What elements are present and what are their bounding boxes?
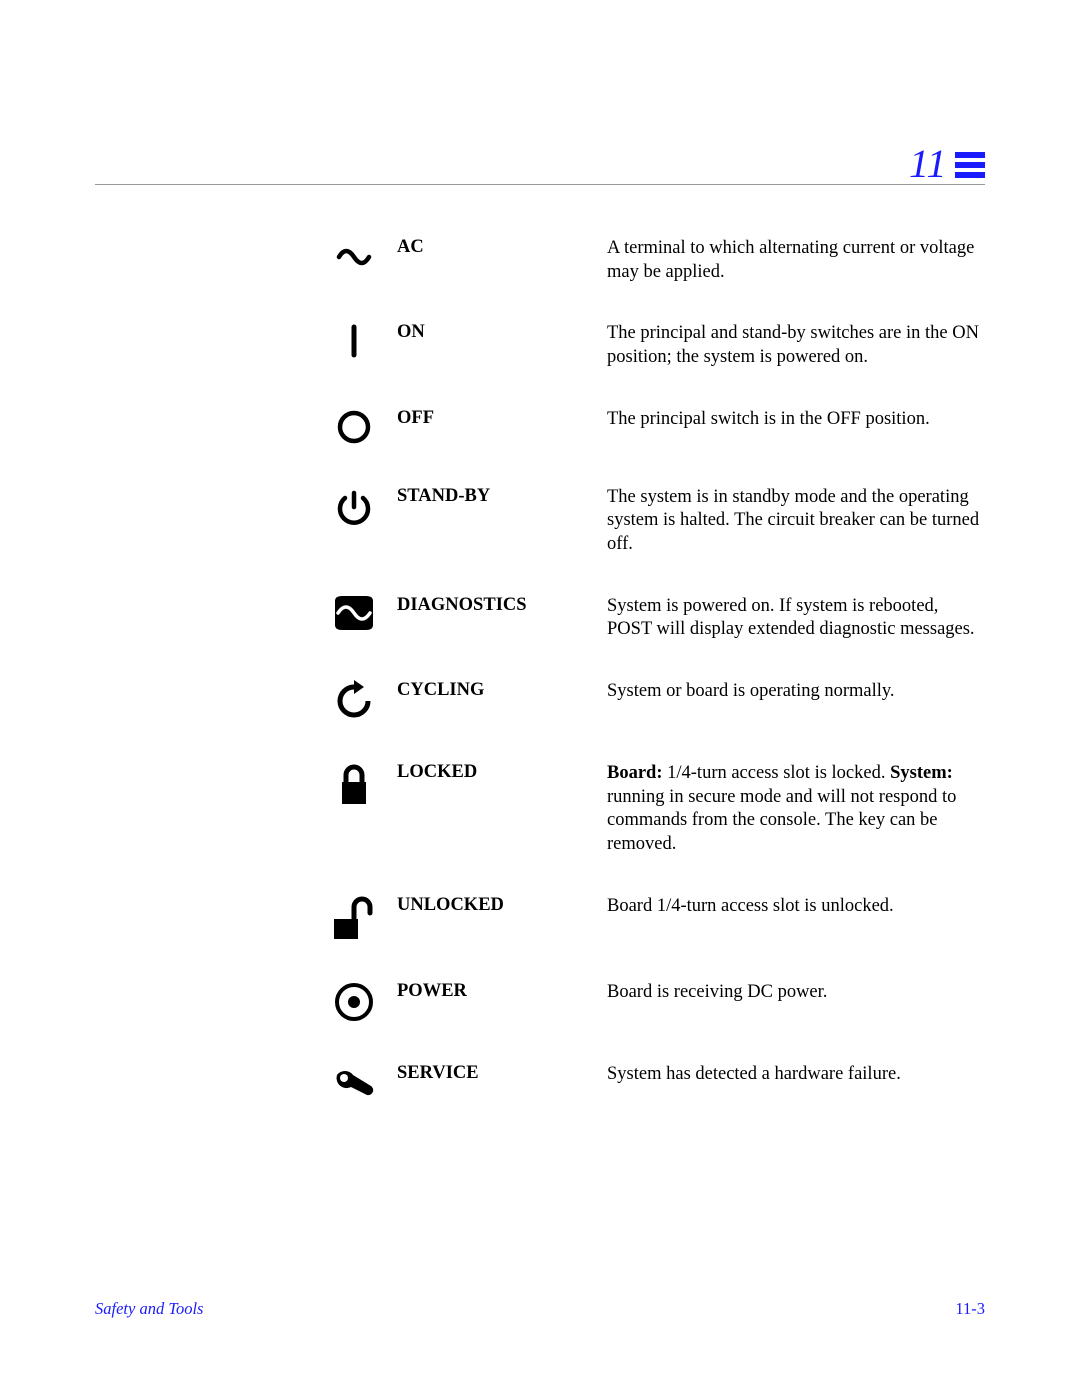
symbol-label: STAND-BY [391,484,607,507]
symbol-description: A terminal to which alternating current … [607,235,985,284]
locked-icon [317,760,391,808]
symbol-row: STAND-BYThe system is in standby mode an… [317,484,985,557]
header-rule [95,184,985,185]
page-footer: Safety and Tools 11-3 [95,1299,985,1319]
symbol-table: ACA terminal to which alternating curren… [317,235,985,1101]
symbol-label: OFF [391,406,607,429]
symbol-row: CYCLINGSystem or board is operating norm… [317,678,985,724]
symbol-description: Board 1/4-turn access slot is unlocked. [607,893,985,919]
symbol-description: System is powered on. If system is reboo… [607,593,985,642]
symbol-label: CYCLING [391,678,607,701]
symbol-description: System or board is operating normally. [607,678,985,704]
symbol-row: ACA terminal to which alternating curren… [317,235,985,284]
symbol-label: AC [391,235,607,258]
symbol-label: ON [391,320,607,343]
symbol-label: UNLOCKED [391,893,607,916]
symbol-row: ONThe principal and stand-by switches ar… [317,320,985,369]
symbol-row: SERVICESystem has detected a hardware fa… [317,1061,985,1101]
diagnostics-icon [317,593,391,633]
power-icon [317,979,391,1025]
unlocked-icon [317,893,391,943]
footer-section-title: Safety and Tools [95,1299,203,1319]
page: 11 ACA terminal to which alternating cur… [0,0,1080,1397]
footer-page-number: 11-3 [955,1299,985,1319]
page-header: 11 [95,150,985,195]
symbol-label: SERVICE [391,1061,607,1084]
symbol-description: The principal and stand-by switches are … [607,320,985,369]
standby-icon [317,484,391,530]
symbol-label: DIAGNOSTICS [391,593,607,616]
symbol-description: System has detected a hardware failure. [607,1061,985,1087]
service-icon [317,1061,391,1101]
chapter-number: 11 [909,140,947,187]
symbol-description: Board: 1/4-turn access slot is locked. S… [607,760,985,857]
symbol-row: DIAGNOSTICSSystem is powered on. If syst… [317,593,985,642]
symbol-label: LOCKED [391,760,607,783]
symbol-row: POWERBoard is receiving DC power. [317,979,985,1025]
symbol-description: Board is receiving DC power. [607,979,985,1005]
symbol-description: The system is in standby mode and the op… [607,484,985,557]
on-icon [317,320,391,362]
symbol-row: OFFThe principal switch is in the OFF po… [317,406,985,448]
off-icon [317,406,391,448]
symbol-description: The principal switch is in the OFF posit… [607,406,985,432]
symbol-row: LOCKEDBoard: 1/4-turn access slot is loc… [317,760,985,857]
symbol-label: POWER [391,979,607,1002]
ac-icon [317,235,391,277]
cycling-icon [317,678,391,724]
symbol-row: UNLOCKEDBoard 1/4-turn access slot is un… [317,893,985,943]
logo-bars-icon [955,152,985,178]
